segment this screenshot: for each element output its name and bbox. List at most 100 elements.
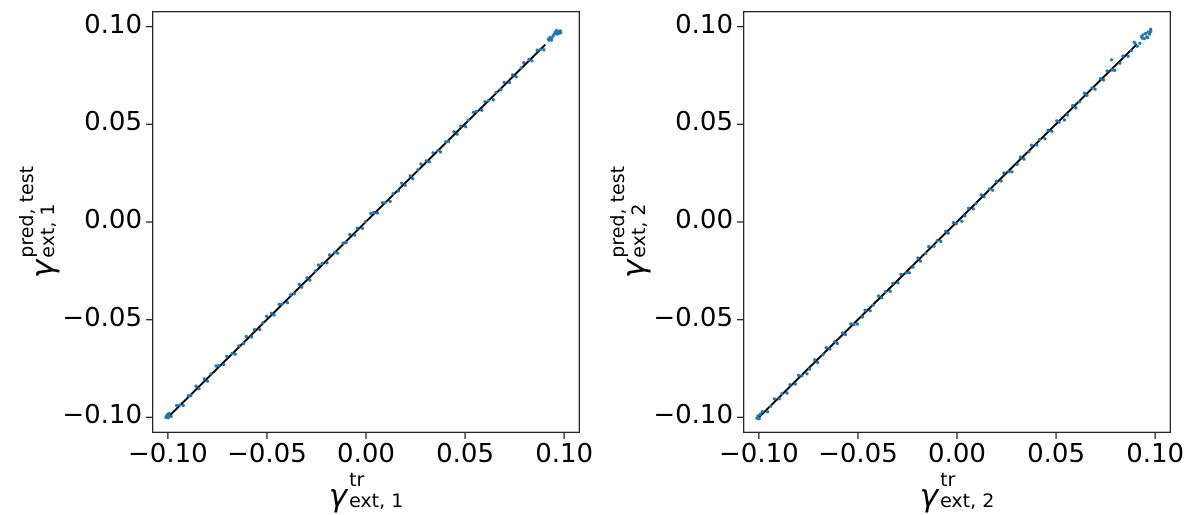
data-point	[808, 367, 812, 371]
data-point	[474, 109, 478, 113]
x-tick-label: 0.05	[436, 439, 494, 469]
data-point	[205, 379, 210, 383]
data-point	[277, 302, 281, 306]
data-point	[1050, 129, 1054, 133]
data-point	[396, 189, 401, 193]
data-point	[1027, 150, 1031, 154]
label-scripts: pred, test ext, 2	[607, 165, 650, 258]
data-point	[559, 30, 563, 35]
y-tick-label: −0.10	[653, 400, 733, 431]
data-point	[860, 315, 865, 319]
y-tick-label: 0.05	[84, 107, 142, 138]
data-point	[1121, 54, 1125, 58]
data-point	[444, 140, 448, 144]
data-point	[261, 321, 265, 325]
data-point	[363, 220, 367, 224]
data-point	[816, 360, 820, 365]
y-tick-label: 0.00	[675, 205, 733, 235]
data-point	[189, 394, 193, 398]
data-point	[1102, 78, 1106, 82]
data-point	[280, 302, 284, 306]
data-point	[907, 271, 911, 275]
data-point	[233, 352, 237, 356]
label-superscript: tr	[349, 469, 365, 492]
data-point	[308, 278, 312, 282]
data-point	[264, 314, 269, 318]
plot-area-2	[737, 10, 1172, 439]
data-point	[1135, 44, 1139, 48]
data-point	[987, 187, 992, 191]
data-point	[1129, 49, 1133, 53]
data-point	[833, 340, 837, 344]
data-point	[502, 80, 506, 84]
y-tick-label: 0.10	[84, 9, 142, 40]
data-point	[427, 160, 431, 164]
data-point	[1126, 54, 1130, 58]
data-point	[1071, 104, 1075, 108]
label-scripts: pred, test ext, 1	[16, 166, 59, 258]
data-point	[924, 251, 928, 256]
data-point	[535, 48, 539, 52]
data-point	[431, 151, 435, 155]
data-point	[214, 364, 218, 368]
data-point	[391, 192, 395, 196]
data-point	[835, 341, 839, 346]
data-point	[169, 414, 173, 418]
data-point	[1046, 128, 1050, 132]
data-point	[1138, 41, 1142, 45]
data-point	[225, 354, 229, 358]
data-point	[757, 417, 761, 421]
data-point	[1118, 61, 1122, 65]
data-point	[1142, 37, 1146, 41]
data-point	[289, 293, 293, 297]
data-point	[269, 311, 274, 315]
data-point	[320, 262, 324, 266]
data-point	[459, 124, 463, 128]
data-point	[388, 199, 392, 204]
data-point	[1144, 31, 1148, 36]
data-point	[494, 90, 498, 94]
data-point	[519, 66, 523, 70]
data-point	[400, 181, 404, 185]
data-point	[341, 241, 345, 245]
y-axis-label-2: γ pred, test ext, 2	[597, 127, 661, 317]
data-point	[1022, 157, 1026, 161]
data-point	[824, 346, 828, 350]
data-point	[1055, 119, 1059, 123]
data-point	[896, 281, 900, 285]
data-point	[424, 159, 428, 163]
data-point	[960, 219, 964, 223]
data-point	[403, 183, 407, 187]
data-point	[904, 271, 908, 275]
data-point	[272, 313, 276, 317]
data-point	[230, 351, 234, 356]
data-point	[785, 391, 789, 395]
data-point	[511, 73, 515, 77]
x-tick-label: 0.00	[928, 439, 986, 469]
plot-border	[742, 10, 1172, 434]
data-point	[951, 221, 955, 225]
label-subscript: ext, 2	[940, 490, 995, 512]
data-point	[167, 411, 171, 416]
data-point	[480, 108, 484, 112]
label-subscript: ext, 1	[349, 490, 404, 512]
gamma-symbol: γ	[616, 259, 652, 279]
data-point	[344, 240, 348, 245]
label-scripts: tr ext, 2	[940, 470, 994, 511]
data-point	[483, 100, 487, 104]
data-point	[821, 353, 825, 357]
data-point	[963, 214, 967, 218]
y-tick-label: −0.10	[62, 400, 142, 431]
data-point	[979, 193, 983, 197]
data-point	[486, 99, 491, 103]
data-point	[471, 110, 475, 114]
label-superscript: pred, test	[607, 165, 630, 258]
data-point	[800, 374, 804, 378]
x-tick-label: −0.10	[128, 439, 208, 469]
data-point	[954, 222, 958, 226]
data-point	[436, 148, 440, 153]
data-point	[1043, 137, 1047, 141]
data-point	[408, 174, 412, 178]
data-point	[1093, 87, 1097, 91]
y-tick-label: 0.00	[84, 205, 142, 235]
